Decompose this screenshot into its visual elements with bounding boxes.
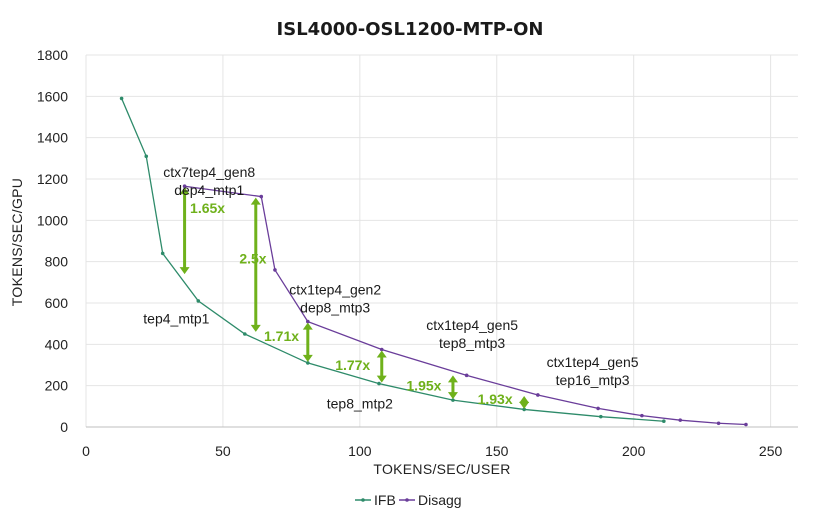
ratio-arrow-head-down — [447, 392, 458, 400]
y-tick-label: 400 — [45, 336, 69, 352]
data-point-ifb — [522, 407, 526, 412]
ratio-arrow-head-down — [376, 375, 387, 383]
y-tick-label: 200 — [45, 378, 69, 394]
data-point-ifb — [119, 96, 124, 101]
annotation-label: ctx1tep4_gen5 — [547, 354, 639, 370]
axes: 0 200 400 600 800 1000 1200 1400 1600 1800 0 50 100 1… — [37, 47, 798, 459]
data-point-ifb — [306, 361, 310, 365]
data-point-disagg — [259, 194, 264, 199]
data-point-ifb — [662, 419, 666, 424]
y-tick-label: 1600 — [37, 88, 68, 104]
data-point-disagg — [744, 422, 748, 427]
x-tick-label: 150 — [485, 443, 509, 459]
series-layer — [119, 96, 748, 427]
grid — [85, 54, 798, 428]
data-point-ifb — [243, 332, 247, 336]
annotation-label: ctx7tep4_gen8 — [163, 164, 255, 180]
y-tick-label: 1000 — [37, 212, 68, 228]
y-tick-label: 600 — [45, 295, 69, 311]
y-tick-label: 800 — [45, 254, 69, 270]
annotations: ctx7tep4_gen8 dep4_mtp1 tep4_mtp1 ctx1tep4_… — [143, 164, 638, 411]
y-tick-label: 1200 — [37, 171, 68, 187]
y-tick-label: 1400 — [37, 130, 68, 146]
data-point-disagg — [306, 319, 310, 324]
x-tick-label: 50 — [215, 443, 231, 459]
data-point-disagg — [273, 268, 277, 272]
y-tick-label: 0 — [60, 419, 68, 435]
legend-label-disagg: Disagg — [418, 492, 462, 508]
ratio-label: 1.95x — [406, 378, 441, 394]
annotation-label: tep16_mtp3 — [556, 372, 630, 388]
annotation-label: dep8_mtp3 — [300, 300, 370, 316]
y-tick-label: 1800 — [37, 47, 68, 63]
x-axis-label: TOKENS/SEC/USER — [373, 461, 510, 477]
ratio-arrow-head-down — [179, 267, 190, 275]
data-point-ifb — [196, 299, 201, 303]
ratio-label: 2.5x — [239, 251, 266, 267]
chart-title: ISL4000-OSL1200-MTP-ON — [277, 19, 544, 40]
annotation-label: tep8_mtp3 — [439, 335, 505, 351]
data-point-disagg — [596, 406, 600, 411]
data-point-disagg — [182, 184, 187, 189]
legend-marker-ifb — [361, 498, 365, 502]
x-tick-label: 0 — [82, 443, 90, 459]
ratio-label: 1.65x — [190, 200, 225, 216]
annotation-label: ctx1tep4_gen2 — [289, 282, 381, 298]
x-tick-label: 250 — [759, 443, 783, 459]
x-tick-label: 200 — [622, 443, 646, 459]
data-point-ifb — [377, 381, 381, 386]
ratio-arrow-head-up — [250, 197, 261, 205]
data-point-disagg — [678, 418, 683, 422]
data-point-disagg — [536, 393, 540, 397]
ratio-label: 1.71x — [264, 328, 299, 344]
ratio-label: 1.93x — [478, 391, 513, 407]
data-point-ifb — [451, 398, 455, 402]
ratio-arrow-head-down — [250, 324, 261, 332]
ratio-arrow-head-down — [519, 401, 530, 409]
ratio-arrow-head-up — [179, 187, 190, 195]
annotation-label: ctx1tep4_gen5 — [426, 317, 518, 333]
y-axis-label: TOKENS/SEC/GPU — [9, 178, 25, 306]
annotation-label: tep4_mtp1 — [143, 311, 209, 327]
annotation-label: tep8_mtp2 — [327, 395, 393, 411]
data-point-ifb — [599, 414, 603, 419]
ratio-arrows: 1.65x 2.5x 1.71x 1.77x 1.95x 1.93x — [179, 187, 530, 409]
data-point-disagg — [379, 347, 384, 352]
legend-marker-disagg — [405, 498, 409, 502]
data-point-disagg — [464, 373, 469, 378]
data-point-disagg — [716, 421, 721, 426]
ratio-arrow-head-up — [447, 375, 458, 383]
ratio-arrow-head-up — [376, 350, 387, 358]
legend-label-ifb: IFB — [374, 492, 396, 508]
series-line-disagg — [184, 185, 746, 426]
annotation-label: dep4_mtp1 — [174, 182, 244, 198]
ratio-label: 1.77x — [335, 357, 370, 373]
ratio-arrow-head-up — [519, 396, 530, 403]
data-point-ifb — [144, 154, 149, 159]
data-point-ifb — [160, 251, 165, 256]
legend: IFB Disagg — [355, 492, 462, 508]
ratio-arrow-head-down — [302, 354, 313, 362]
x-tick-label: 100 — [348, 443, 372, 459]
data-point-disagg — [640, 413, 644, 418]
ratio-arrow-head-up — [302, 322, 313, 330]
